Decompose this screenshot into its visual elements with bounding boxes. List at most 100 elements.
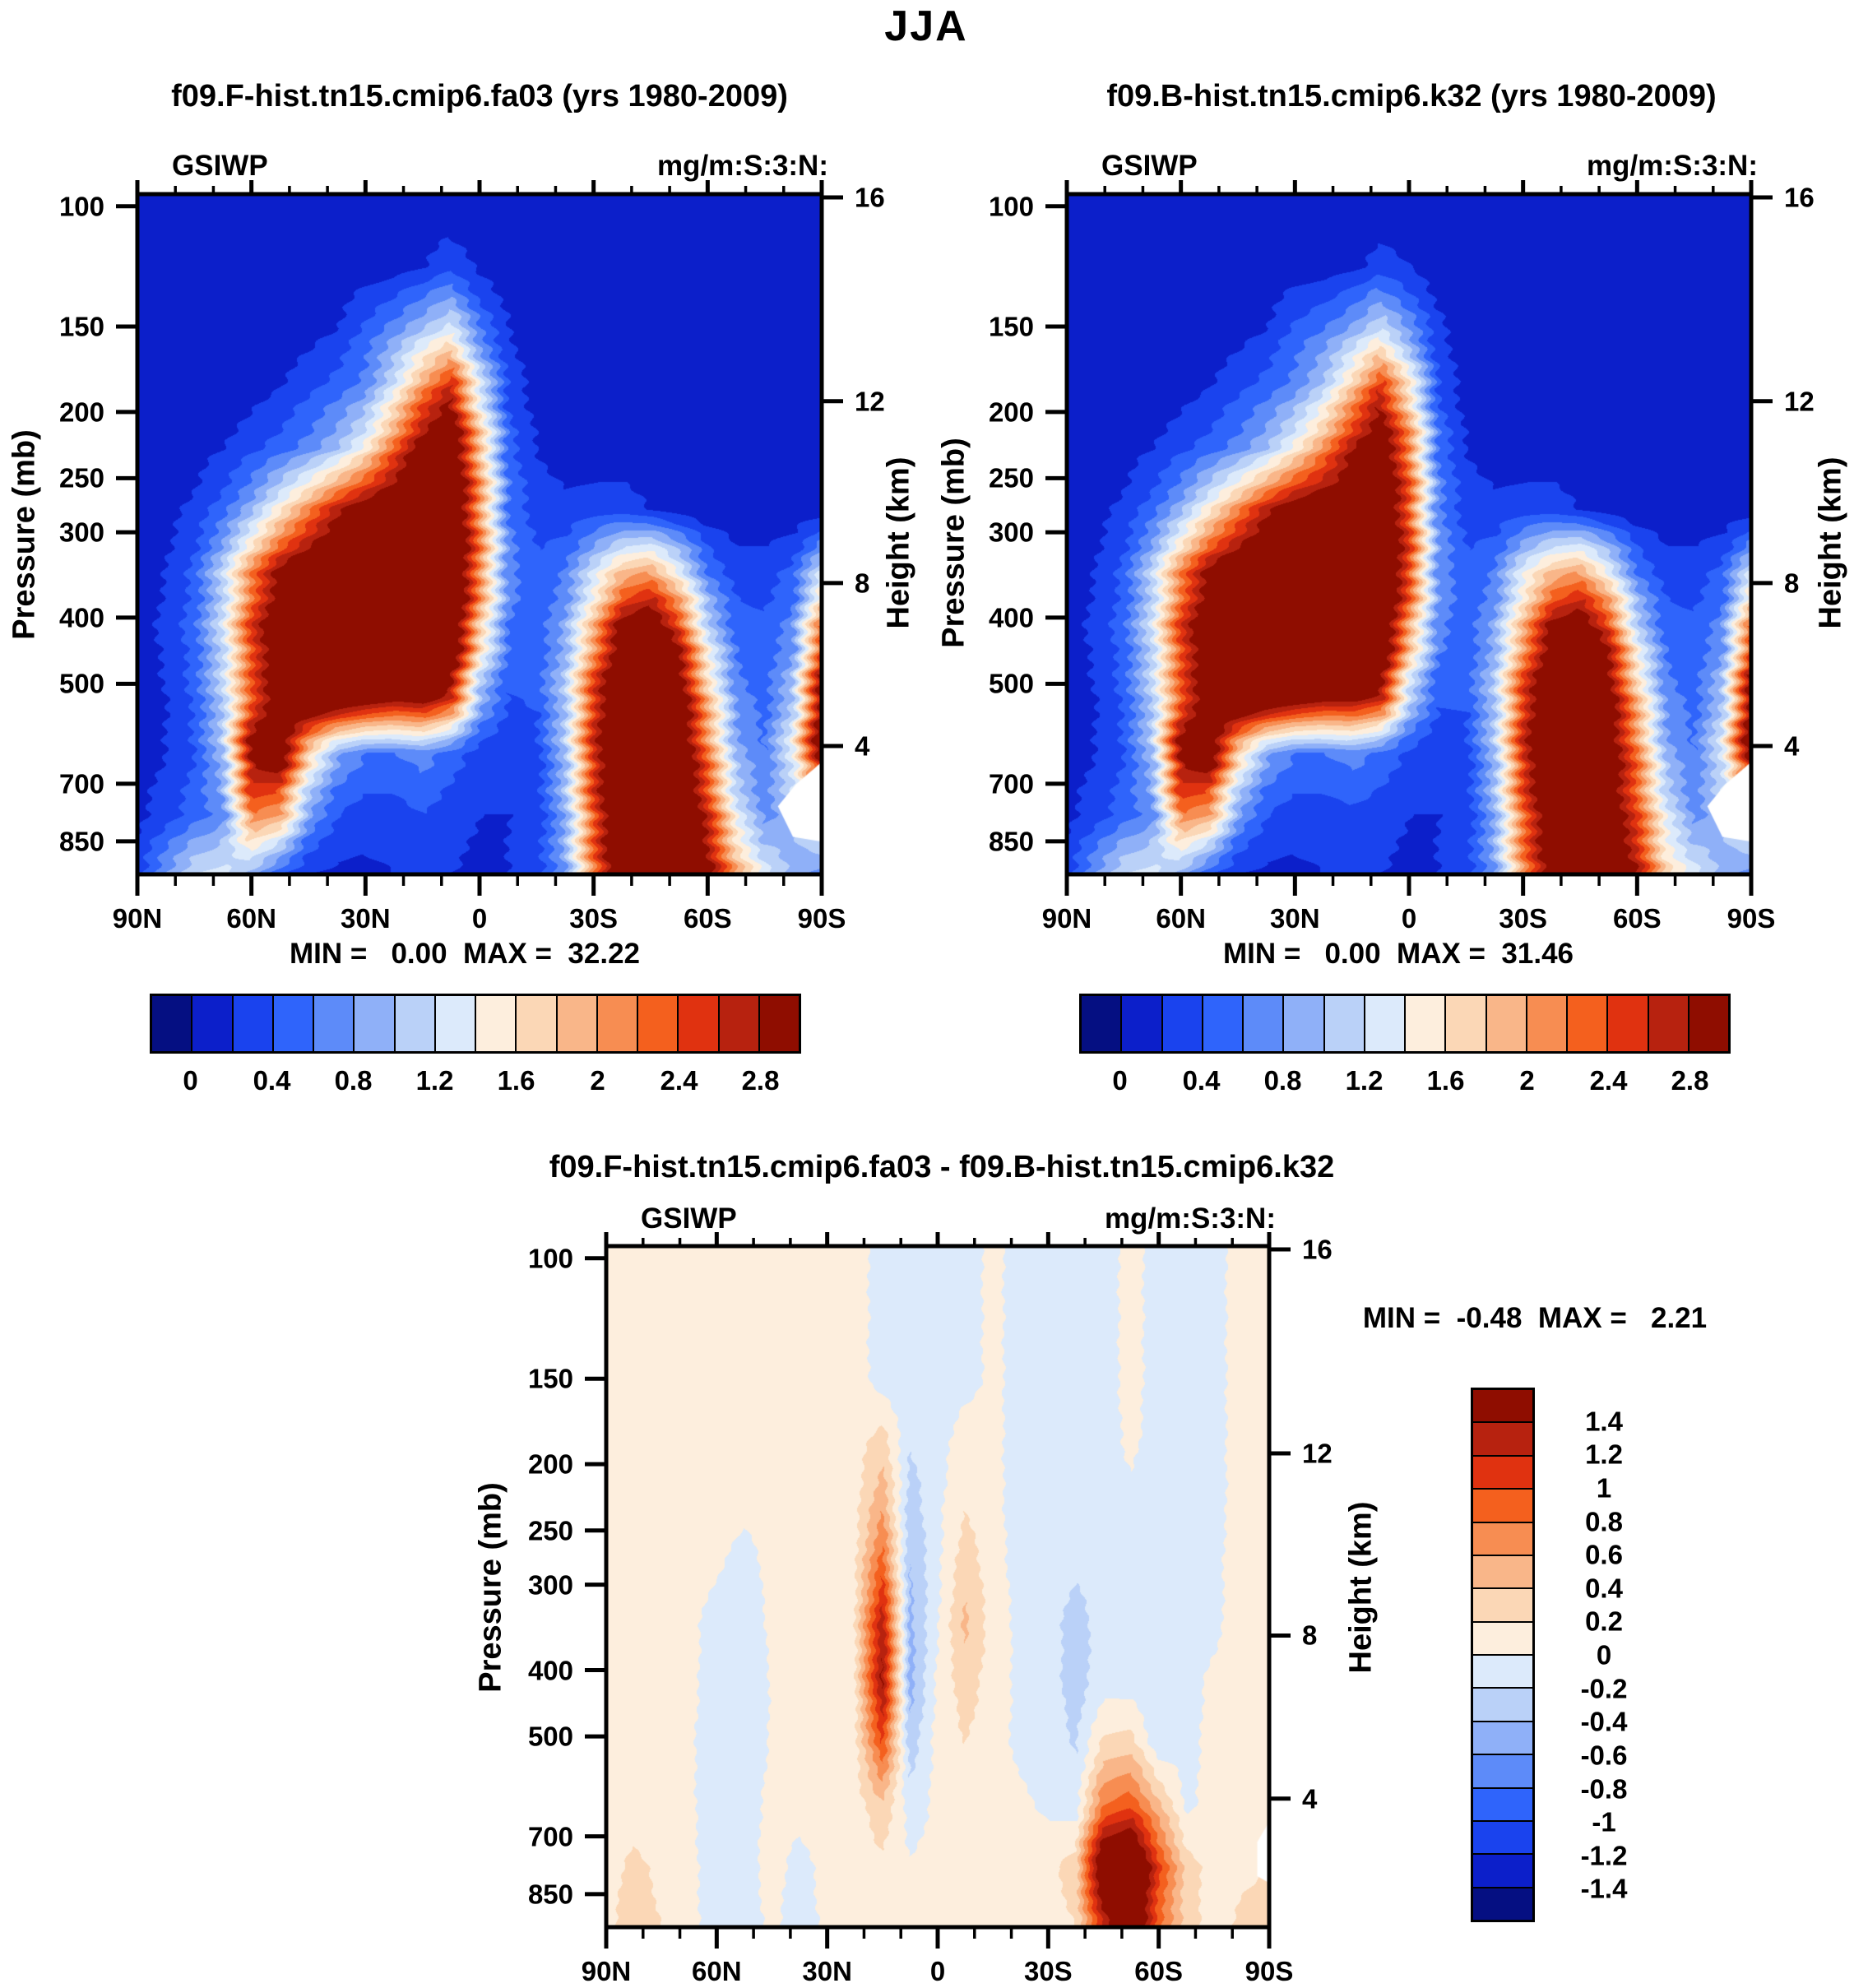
colorbar-cell [719, 996, 760, 1051]
colorbar-cell [273, 996, 314, 1051]
colorbar-boundary-label: 2 [590, 1065, 605, 1096]
height-tick-label: 12 [1784, 386, 1815, 417]
height-tick-label: 8 [855, 568, 870, 599]
colorbar-cell [192, 996, 234, 1051]
lat-tick-label: 0 [1401, 903, 1417, 934]
colorbar-boundary-label: 1 [1596, 1472, 1612, 1504]
colorbar-cell [1527, 996, 1568, 1051]
pressure-tick-label: 100 [527, 1243, 573, 1274]
lat-tick-label: 60S [1134, 1956, 1184, 1986]
pressure-tick-label: 700 [527, 1821, 573, 1852]
pressure-tick-label: 250 [58, 462, 104, 494]
lat-tick-label: 30N [802, 1956, 852, 1986]
lat-tick-label: 0 [471, 903, 488, 934]
panel-1-units-label: mg/m:S:3:N: [656, 150, 828, 182]
contour-plot-canvas [606, 1246, 1269, 1927]
lat-tick-label: 90S [1727, 903, 1776, 934]
colorbar-cell [1473, 1622, 1532, 1656]
colorbar-cell [597, 996, 638, 1051]
colorbar-cell [1473, 1722, 1532, 1756]
colorbar-boundary-label: 0 [183, 1065, 198, 1096]
height-tick-label: 12 [855, 386, 885, 417]
colorbar-boundary-label: 1.6 [1426, 1065, 1465, 1096]
lat-tick-label: 60N [1156, 903, 1206, 934]
pressure-tick-label: 500 [988, 668, 1034, 699]
colorbar-cell [1203, 996, 1244, 1051]
colorbar-boundary-label: 0.4 [253, 1065, 291, 1096]
colorbar-cell [1486, 996, 1527, 1051]
colorbar-boundary-label: 0.4 [1182, 1065, 1221, 1096]
plot-frame-and-ticks [1045, 180, 1773, 896]
colorbar-boundary-label: 2.8 [741, 1065, 780, 1096]
colorbar-boundary-label: 0.6 [1585, 1539, 1623, 1570]
colorbar-cell [1162, 996, 1203, 1051]
colorbar-boundary-label: 1.2 [415, 1065, 454, 1096]
colorbar-cell [638, 996, 679, 1051]
colorbar-boundary-label: 0.8 [334, 1065, 373, 1096]
pressure-tick-label: 850 [58, 826, 104, 857]
lat-tick-label: 90N [112, 903, 163, 934]
colorbar-cell [1473, 1888, 1532, 1920]
colorbar-boundary-label: 1.4 [1585, 1406, 1623, 1437]
colorbar-cell [517, 996, 558, 1051]
colorbar-cell [1473, 1821, 1532, 1856]
page-title: JJA [884, 2, 968, 50]
panel-3-field-label: GSIWP [641, 1203, 737, 1235]
colorbar [1471, 1388, 1535, 1922]
colorbar-cell [1122, 996, 1163, 1051]
lat-tick-label: 60S [683, 903, 732, 934]
colorbar-boundary-label: 1.2 [1345, 1065, 1384, 1096]
pressure-tick-label: 500 [527, 1721, 573, 1752]
colorbar-cell [1406, 996, 1447, 1051]
colorbar-cell [1473, 1755, 1532, 1789]
colorbar-boundary-label: 0.4 [1585, 1573, 1623, 1604]
height-tick-label: 16 [1784, 182, 1815, 213]
colorbar-cell [355, 996, 396, 1051]
panel-1-pressure-axis-title: Pressure (mb) [7, 429, 42, 640]
pressure-tick-label: 150 [988, 311, 1034, 342]
colorbar-cell [435, 996, 476, 1051]
height-tick-label: 16 [1302, 1234, 1333, 1265]
pressure-tick-label: 300 [988, 517, 1034, 548]
colorbar-cell [1473, 1456, 1532, 1490]
pressure-tick-label: 400 [527, 1655, 573, 1686]
panel-2-minmax: MIN = 0.00 MAX = 31.46 [1222, 938, 1574, 970]
panel-3-units-label: mg/m:S:3:N: [1104, 1203, 1276, 1235]
panel-1-height-axis-title: Height (km) [881, 456, 916, 629]
height-tick-label: 16 [855, 182, 885, 213]
colorbar-cell [1473, 1589, 1532, 1623]
pressure-tick-label: 850 [527, 1879, 573, 1910]
colorbar-boundary-label: -0.8 [1580, 1773, 1628, 1804]
colorbar-cell [1244, 996, 1285, 1051]
pressure-tick-label: 700 [988, 768, 1034, 799]
pressure-tick-label: 400 [988, 602, 1034, 633]
colorbar [150, 994, 801, 1054]
colorbar-cell [1473, 1788, 1532, 1822]
colorbar-cell [1473, 1423, 1532, 1457]
lat-tick-label: 90S [1244, 1956, 1294, 1986]
panel-3-height-axis-title: Height (km) [1343, 1501, 1379, 1674]
colorbar-boundary-label: 1.6 [497, 1065, 535, 1096]
pressure-tick-label: 300 [58, 517, 104, 548]
pressure-tick-label: 300 [527, 1569, 573, 1601]
lat-tick-label: 30S [1499, 903, 1548, 934]
colorbar-cell [1324, 996, 1365, 1051]
lat-tick-label: 30N [341, 903, 391, 934]
colorbar-cell [1473, 1522, 1532, 1556]
colorbar-cell [1608, 996, 1649, 1051]
lat-tick-label: 30N [1270, 903, 1320, 934]
pressure-tick-label: 850 [988, 826, 1034, 857]
colorbar-boundary-label: -1.2 [1580, 1840, 1628, 1871]
lat-tick-label: 60S [1612, 903, 1662, 934]
panel-1-field-label: GSIWP [172, 150, 268, 182]
panel-2-pressure-axis-title: Pressure (mb) [936, 438, 971, 648]
pressure-tick-label: 500 [58, 668, 104, 699]
lat-tick-label: 60N [692, 1956, 742, 1986]
pressure-tick-label: 150 [58, 311, 104, 342]
pressure-tick-label: 400 [58, 602, 104, 633]
lat-tick-label: 60N [226, 903, 276, 934]
colorbar-cell [233, 996, 274, 1051]
pressure-tick-label: 100 [58, 191, 104, 222]
colorbar-boundary-label: 1.2 [1585, 1439, 1623, 1470]
